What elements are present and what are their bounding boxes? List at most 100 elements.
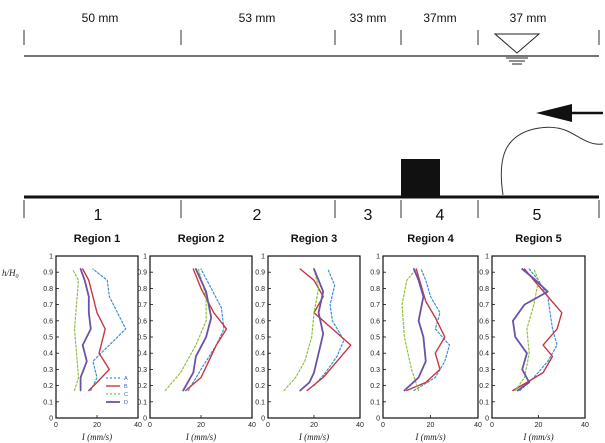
- flow-arrow-icon: [536, 104, 603, 122]
- legend-label-D: D: [124, 400, 128, 406]
- y-tick-label: 0.5: [137, 335, 147, 342]
- y-tick-label: 0.3: [43, 367, 53, 374]
- x-axis-label: I (mm/s): [185, 432, 216, 442]
- x-tick-label: 40: [581, 422, 589, 429]
- x-tick-label: 20: [427, 422, 435, 429]
- y-tick-label: 0.6: [370, 318, 380, 325]
- series-line-A: [90, 268, 127, 392]
- series-line-D: [512, 268, 549, 392]
- block-obstacle: [401, 159, 440, 197]
- panel-region-3: Region 3 0 0.1 0.2 0.3 0.4 0.5 0.6 0.7 0.8 0.9 1 0 20…: [255, 233, 364, 442]
- dim-label-2: 53 mm: [239, 11, 276, 25]
- x-tick-label: 40: [474, 422, 482, 429]
- y-tick-label: 0.9: [370, 270, 380, 277]
- region-number-1: 1: [94, 207, 103, 224]
- y-tick-label: 0.2: [43, 383, 53, 390]
- y-tick-label: 0.7: [479, 302, 489, 309]
- y-tick-label: 0.8: [370, 286, 380, 293]
- y-tick-label: 0.9: [255, 270, 265, 277]
- panel-title: Region 5: [515, 233, 561, 245]
- y-tick-label: 1: [143, 254, 147, 261]
- y-tick-label: 1: [261, 254, 265, 261]
- dim-label-4: 37mm: [423, 11, 456, 25]
- y-tick-label: 0.9: [479, 270, 489, 277]
- x-tick-label: 0: [381, 422, 385, 429]
- plot-frame: [382, 255, 479, 419]
- dim-label-5: 37 mm: [510, 11, 547, 25]
- y-tick-label: 0.9: [43, 270, 53, 277]
- legend-label-C: C: [124, 392, 128, 398]
- velocity-profile-panels: Region 1 0 0.1 0.2 0.3 0.4 0.5 0.6 0.7 0.8 0.9 1 0 20…: [43, 233, 589, 442]
- x-axis-label: I (mm/s): [81, 432, 112, 442]
- series-line-D: [299, 268, 325, 392]
- y-tick-label: 0.2: [479, 383, 489, 390]
- x-axis-label: I (mm/s): [414, 432, 445, 442]
- series-line-B: [185, 268, 228, 392]
- x-tick-label: 20: [310, 422, 318, 429]
- series-line-A: [313, 268, 345, 387]
- panel-region-2: Region 2 0 0.1 0.2 0.3 0.4 0.5 0.6 0.7 0.8 0.9 1 0 20…: [137, 233, 256, 442]
- x-tick-label: 20: [93, 422, 101, 429]
- y-tick-label: 1: [376, 254, 380, 261]
- series-line-A: [187, 268, 225, 392]
- water-level-icon: [493, 33, 541, 65]
- series-line-C: [283, 268, 320, 392]
- y-tick-label: 1: [49, 254, 53, 261]
- x-tick-label: 0: [266, 422, 270, 429]
- y-tick-label: 0.6: [479, 318, 489, 325]
- y-axis-label: h/H0: [2, 268, 19, 280]
- wave-profile-icon: [500, 126, 604, 196]
- series-line-C: [401, 268, 420, 392]
- series-line-C: [164, 268, 207, 392]
- y-tick-label: 0.8: [137, 286, 147, 293]
- y-tick-label: 0.2: [370, 383, 380, 390]
- y-tick-label: 0: [49, 416, 53, 423]
- legend-label-B: B: [124, 384, 128, 390]
- panel-region-5: Region 5 0 0.1 0.2 0.3 0.4 0.5 0.6 0.7 0.8 0.9 1 0 20…: [479, 233, 589, 442]
- series-line-B: [406, 268, 446, 392]
- y-tick-label: 0.1: [255, 399, 265, 406]
- y-tick-label: 0.3: [479, 367, 489, 374]
- dim-label-1: 50 mm: [82, 11, 119, 25]
- y-tick-label: 0: [376, 416, 380, 423]
- y-tick-label: 1: [485, 254, 489, 261]
- x-tick-label: 40: [356, 422, 364, 429]
- series-line-B: [299, 268, 352, 392]
- x-tick-label: 40: [134, 422, 142, 429]
- y-tick-label: 0.5: [43, 335, 53, 342]
- plot-frame: [491, 255, 586, 419]
- y-tick-label: 0.3: [137, 367, 147, 374]
- y-tick-label: 0.7: [43, 302, 53, 309]
- y-tick-label: 0: [261, 416, 265, 423]
- y-tick-label: 0.2: [137, 383, 147, 390]
- y-tick-label: 0.5: [370, 335, 380, 342]
- series-line-B: [82, 268, 110, 392]
- panel-title: Region 4: [407, 233, 454, 245]
- series-line-D: [182, 268, 213, 392]
- series-line-D: [79, 268, 92, 392]
- x-tick-label: 20: [197, 422, 205, 429]
- y-tick-label: 0.4: [137, 351, 147, 358]
- region-separators: [23, 200, 600, 218]
- panel-title: Region 3: [291, 233, 337, 245]
- y-tick-label: 0.6: [137, 318, 147, 325]
- y-tick-label: 0.4: [370, 351, 380, 358]
- panel-title: Region 1: [74, 233, 120, 245]
- series-line-A: [413, 268, 451, 392]
- region-number-2: 2: [253, 207, 262, 224]
- series-line-B: [512, 268, 563, 392]
- y-tick-label: 0.9: [137, 270, 147, 277]
- y-tick-label: 0.1: [370, 399, 380, 406]
- series-line-C: [71, 268, 80, 392]
- y-tick-label: 0.1: [137, 399, 147, 406]
- y-tick-label: 0.6: [43, 318, 53, 325]
- dimension-ticks: [23, 30, 600, 45]
- y-tick-label: 0.3: [370, 367, 380, 374]
- legend-label-A: A: [124, 376, 128, 382]
- y-tick-label: 0.8: [43, 286, 53, 293]
- dim-label-3: 33 mm: [350, 11, 387, 25]
- y-tick-label: 0.6: [255, 318, 265, 325]
- y-tick-label: 0: [143, 416, 147, 423]
- y-tick-label: 0.3: [255, 367, 265, 374]
